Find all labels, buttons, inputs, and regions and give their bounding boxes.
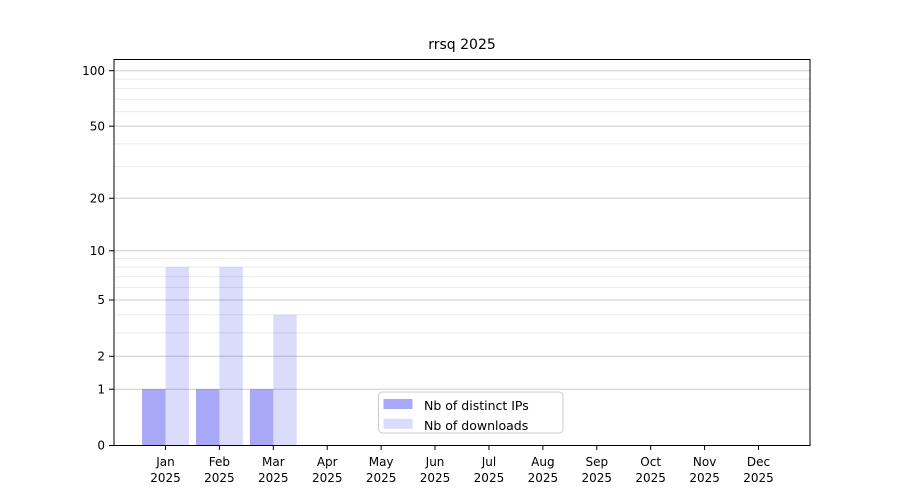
bar-nb-of-downloads-feb <box>219 267 243 446</box>
y-tick-label: 100 <box>82 64 105 78</box>
bar-nb-of-downloads-mar <box>273 314 297 446</box>
x-tick-label-year-jan: 2025 <box>150 471 181 485</box>
x-tick-label-month-jul: Jul <box>481 455 496 469</box>
x-tick-label-month-feb: Feb <box>209 455 230 469</box>
x-tick-label-month-oct: Oct <box>640 455 661 469</box>
x-tick-label-year-jun: 2025 <box>420 471 451 485</box>
x-tick-label-year-aug: 2025 <box>528 471 559 485</box>
y-tick-label: 10 <box>90 244 105 258</box>
plot-border <box>113 59 811 446</box>
x-tick-label-month-jan: Jan <box>155 455 175 469</box>
x-tick-label-year-oct: 2025 <box>635 471 666 485</box>
x-tick-label-month-mar: Mar <box>262 455 285 469</box>
y-tick-label: 1 <box>97 382 105 396</box>
x-tick-label-year-mar: 2025 <box>258 471 289 485</box>
x-tick-label-year-nov: 2025 <box>689 471 720 485</box>
bar-nb-of-downloads-jan <box>165 267 189 446</box>
x-tick-label-year-apr: 2025 <box>312 471 343 485</box>
x-tick-label-month-nov: Nov <box>693 455 716 469</box>
y-tick-label: 20 <box>90 191 105 205</box>
x-tick-label-year-dec: 2025 <box>743 471 774 485</box>
y-tick-label: 50 <box>90 119 105 133</box>
y-tick-label: 0 <box>97 439 105 453</box>
x-tick-label-year-sep: 2025 <box>581 471 612 485</box>
bar-nb-of-distinct-ips-feb <box>196 389 220 446</box>
y-tick-label: 2 <box>97 349 105 363</box>
legend-swatch-distinct-ips <box>383 399 413 409</box>
x-tick-label-month-dec: Dec <box>747 455 770 469</box>
x-tick-label-year-may: 2025 <box>366 471 397 485</box>
chart-title: rrsq 2025 <box>428 37 496 53</box>
bar-nb-of-distinct-ips-jan <box>142 389 166 446</box>
y-tick-label: 5 <box>97 293 105 307</box>
x-tick-label-month-apr: Apr <box>317 455 338 469</box>
legend-label-distinct-ips: Nb of distinct IPs <box>424 398 529 413</box>
legend-label-downloads: Nb of downloads <box>424 418 528 433</box>
legend-swatch-downloads <box>383 418 413 429</box>
x-tick-label-month-may: May <box>369 455 394 469</box>
x-tick-label-month-jun: Jun <box>425 455 445 469</box>
x-tick-label-month-sep: Sep <box>585 455 608 469</box>
x-tick-label-year-jul: 2025 <box>474 471 505 485</box>
x-tick-label-year-feb: 2025 <box>204 471 235 485</box>
bar-nb-of-distinct-ips-mar <box>249 389 274 446</box>
legend-box <box>378 391 564 434</box>
x-tick-label-month-aug: Aug <box>531 455 554 469</box>
